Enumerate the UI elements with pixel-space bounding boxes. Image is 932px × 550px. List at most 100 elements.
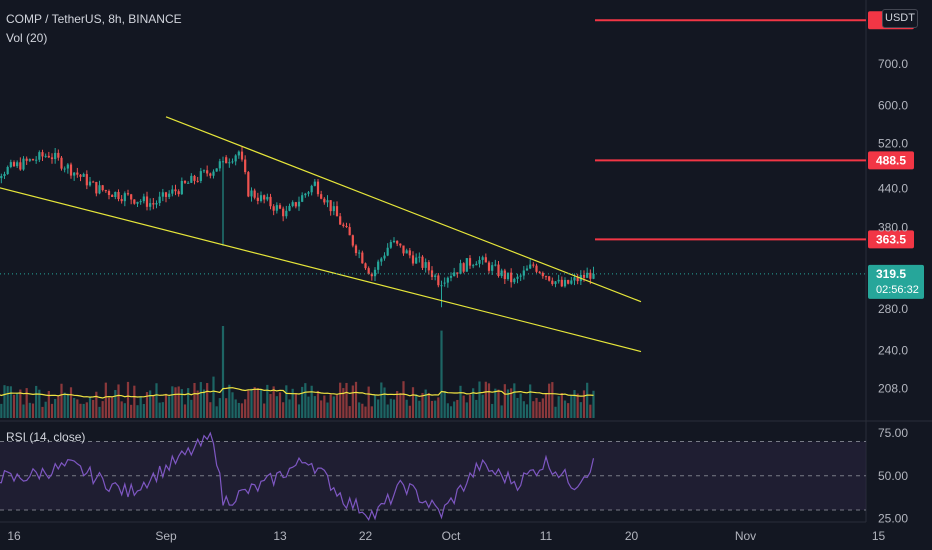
volume-bar [434,400,437,418]
volume-bar [408,405,411,418]
volume-bar [411,387,415,418]
candle-body [304,193,307,196]
volume-bar [50,403,54,418]
candle-body [130,194,133,200]
candle-body [405,250,408,254]
candle-body [278,205,282,209]
candle-body [107,191,111,196]
volume-bar [133,385,136,418]
volume-bar [218,398,221,418]
volume-bar [548,383,551,418]
candle-body [557,279,560,282]
candle-body [402,245,405,254]
volume-bar [424,389,427,418]
candle-body [101,185,104,191]
candle-body [421,256,424,268]
volume-bar [383,387,386,418]
rsi-tick-label: 25.00 [878,512,908,526]
volume-bar [297,404,301,418]
volume-bar [209,402,212,418]
volume-bar [430,400,434,418]
volume-bar [472,388,475,418]
candle-body [73,172,76,176]
candle-body [484,257,487,263]
volume-bar [16,393,19,418]
candle-body [465,258,468,272]
candle-body [282,208,285,217]
time-tick-label: 11 [540,529,553,543]
candle-body [329,200,332,212]
candle-body [307,192,310,194]
candle-body [437,275,440,286]
candle-body [209,173,212,176]
lower-trendline[interactable] [0,184,642,353]
candle-body [434,275,437,277]
candle-body [202,170,206,172]
candle-body [364,263,367,269]
volume-bar [529,384,532,418]
candle-body [440,285,443,287]
volume-bar [582,390,586,418]
candle-body [396,240,399,244]
rsi-tick-label: 50.00 [878,469,908,483]
candle-body [449,276,453,278]
candle-body [326,200,329,203]
volume-legend[interactable]: Vol (20) [6,31,48,45]
volume-bar [3,385,6,418]
volume-bar [174,387,177,418]
candle-body [88,181,92,186]
volume-bar [47,390,50,418]
volume-bar [589,404,592,418]
currency-badge[interactable]: USDT [882,9,918,28]
volume-bar [266,384,269,418]
candle-body [82,174,85,177]
volume-bar [373,394,377,418]
volume-bar [171,386,174,418]
volume-bar [567,403,570,418]
volume-bar [31,403,35,418]
candle-body [66,164,69,169]
volume-bar [449,406,453,418]
volume-bar [12,394,16,418]
volume-bar [494,388,497,418]
candle-body [551,280,554,285]
volume-bar [386,404,389,418]
volume-bar [500,405,503,418]
volume-ma-line [0,387,594,399]
volume-bar [418,400,421,418]
volume-bar [320,400,323,418]
volume-bar [535,397,538,418]
candle-body [348,227,351,236]
symbol-legend[interactable]: COMP / TetherUS, 8h, BINANCE [6,12,182,26]
candle-body [247,172,250,197]
price-tick-label: 600.0 [878,98,908,112]
price-tick-label: 208.0 [878,382,908,396]
upper-trendline[interactable] [165,116,642,303]
volume-bar [304,383,307,418]
volume-bar [506,389,510,418]
volume-bar [462,395,465,418]
volume-bar [402,381,405,418]
volume-bar [310,385,313,418]
volume-bar [563,400,567,418]
candle-body [301,195,304,202]
volume-bar [557,396,560,418]
volume-bar [95,391,98,418]
candle-body [392,240,396,243]
time-tick-label: 16 [7,529,21,543]
candle-body [234,155,237,162]
candle-body [332,206,335,212]
candle-body [323,198,326,203]
candle-body [424,262,427,268]
candle-body [199,171,202,181]
candle-body [79,174,82,177]
candle-body [367,268,370,275]
candle-body [139,201,142,203]
candle-body [117,191,120,200]
candle-body [12,162,16,167]
rsi-legend[interactable]: RSI (14, close) [6,430,86,444]
volume-bar [44,401,47,418]
volume-bar [228,384,231,418]
volume-bar [519,393,522,418]
